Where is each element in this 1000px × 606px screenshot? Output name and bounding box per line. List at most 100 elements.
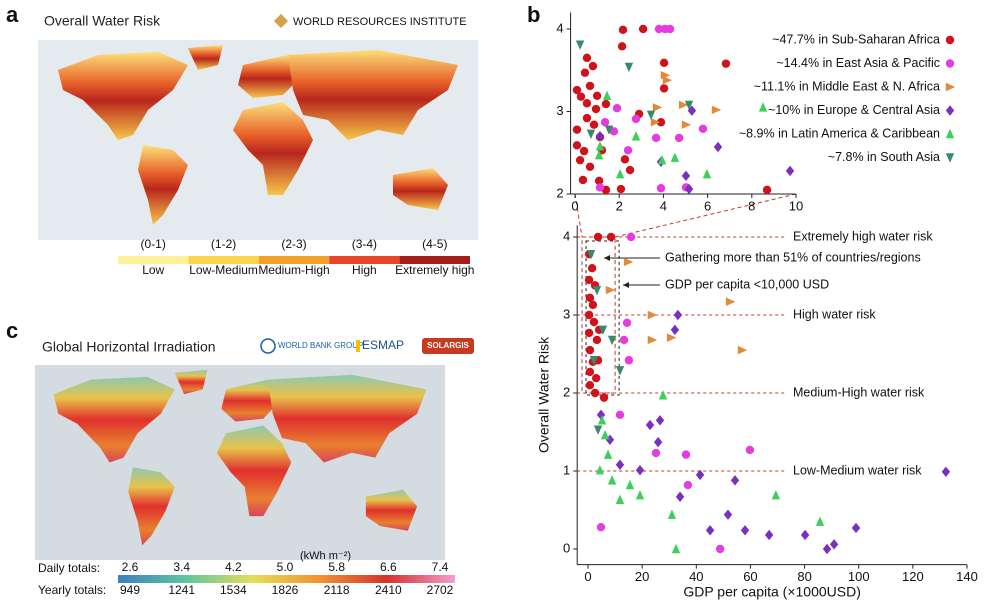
legend-marker [945,35,955,45]
point [578,175,588,185]
point [740,525,750,536]
point [671,543,681,554]
map-title: Global Horizontal Irradiation [42,339,216,355]
point [646,110,656,120]
point [585,81,595,91]
point [647,335,658,345]
point [631,114,641,124]
daily-label: Daily totals: [38,561,100,575]
irradiation-legend: 2.6 3.4 4.2 5.0 5.8 6.6 7.4 949 1241 1534 1826 2118… [120,560,454,597]
legend-swatch [399,256,470,264]
legend-marker [945,59,955,68]
point [681,120,692,129]
point [687,105,697,116]
point [607,335,617,346]
legend-label: ~7.8% in South Asia [828,150,940,164]
legend-label: Low-Medium [189,263,258,277]
point [771,489,781,500]
point [584,310,594,320]
point [607,475,617,485]
point [605,434,615,445]
point [725,297,736,306]
x-tick-label: 60 [743,569,757,584]
annotation: GDP per capita <10,000 USD [665,277,829,291]
legend-marker [945,128,955,139]
point [619,335,629,345]
legend-label: ~47.7% in Sub-Saharan Africa [772,32,940,46]
point [681,450,691,459]
daily-tick-label: 4.2 [225,560,242,574]
y-tick-label: 4 [556,20,563,35]
x-tick-label: 2 [616,198,623,213]
point [762,185,772,195]
legend-label: ~8.9% in Latin America & Caribbean [739,126,940,140]
point [670,324,680,336]
legend-label: ~10% in Europe & Central Asia [768,103,940,117]
x-tick-label: 140 [956,569,978,584]
point [737,345,748,355]
map-title: Overall Water Risk [44,13,161,29]
point [604,125,614,135]
logo: SOLARGIS [427,341,469,350]
x-tick-label: 10 [789,198,803,213]
point [658,390,668,400]
point [698,124,708,134]
point [586,129,596,139]
point [665,24,675,34]
logo-icon [260,338,276,354]
risk-legend: (0-1) Low (1-2) Low-Medium (2-3) Medium-High (… [118,237,474,277]
zoom-connector [574,193,583,238]
point [585,381,595,390]
point [591,104,601,114]
point [723,509,733,520]
point [584,275,594,285]
point [615,169,625,179]
point [667,509,677,519]
zoom-connector [614,193,797,238]
point [591,373,601,383]
point [596,522,606,532]
point [715,544,725,554]
point [595,131,605,142]
x-tick-label: 0 [584,569,591,584]
point [652,103,663,112]
yearly-tick-label: 2410 [375,583,402,597]
point [678,100,689,110]
logo-box [422,338,474,354]
y-tick-label: 2 [563,384,570,399]
legend-range: (0-1) [141,237,166,251]
point [585,345,595,355]
unit-label: (kWh m⁻²) [300,550,351,562]
point [599,393,609,402]
point [587,264,597,273]
point [600,118,610,127]
arrow-head [623,282,629,288]
point [670,152,680,162]
point [617,42,627,51]
point [605,285,616,295]
legend-marker [945,82,956,92]
point [673,309,683,321]
point [822,543,832,555]
point [662,75,673,85]
point [600,429,610,440]
logo: WORLD BANK GROUP [278,341,363,350]
x-tick-label: 100 [848,569,870,584]
point [620,155,630,164]
point [651,133,661,143]
legend-range: (1-2) [211,237,236,251]
reference-label: High water risk [793,307,876,321]
point [625,165,635,175]
logo: ESMAP [362,338,404,352]
legend-range: (3-4) [352,237,377,251]
y-tick-label: 3 [563,306,570,321]
point [655,415,665,426]
point [618,25,628,35]
point [702,169,712,179]
point [666,333,677,342]
logo-icon [356,340,360,352]
daily-tick-label: 5.0 [277,560,294,574]
legend-range: (4-5) [422,237,447,251]
arrow-head [604,255,610,261]
